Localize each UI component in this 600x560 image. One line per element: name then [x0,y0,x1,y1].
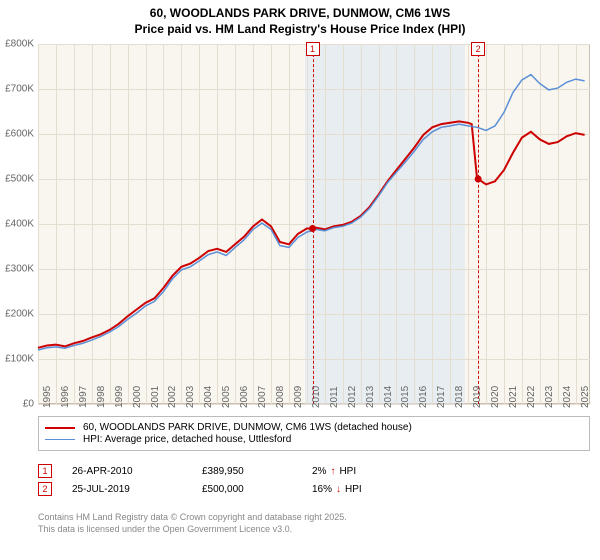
x-tick-label: 2013 [365,386,376,408]
x-tick-label: 2015 [400,386,411,408]
line-series [38,44,590,404]
x-tick-label: 2023 [544,386,555,408]
x-tick-label: 2010 [311,386,322,408]
footer-line-2: This data is licensed under the Open Gov… [38,524,347,536]
x-tick-label: 2004 [203,386,214,408]
chart-title: 60, WOODLANDS PARK DRIVE, DUNMOW, CM6 1W… [0,0,600,37]
x-tick-label: 2019 [472,386,483,408]
legend-label: 60, WOODLANDS PARK DRIVE, DUNMOW, CM6 1W… [83,422,412,433]
x-tick-label: 2018 [454,386,465,408]
x-tick-label: 1997 [78,386,89,408]
x-tick-label: 1999 [114,386,125,408]
title-line-2: Price paid vs. HM Land Registry's House … [0,22,600,38]
y-tick-label: £0 [23,399,34,410]
x-tick-label: 2007 [257,386,268,408]
y-tick-label: £600K [5,129,34,140]
sale-date: 25-JUL-2019 [72,484,182,495]
x-tick-label: 2012 [347,386,358,408]
x-tick-label: 2011 [329,386,340,408]
x-tick-label: 2016 [418,386,429,408]
sale-row: 2 25-JUL-2019 £500,000 16%↓HPI [38,482,590,496]
footer-attribution: Contains HM Land Registry data © Crown c… [38,512,347,535]
x-tick-label: 2002 [167,386,178,408]
legend-item: 60, WOODLANDS PARK DRIVE, DUNMOW, CM6 1W… [45,422,583,433]
series-hpi [38,75,585,350]
x-tick-label: 2001 [150,386,161,408]
chart-container: 60, WOODLANDS PARK DRIVE, DUNMOW, CM6 1W… [0,0,600,560]
sale-row: 1 26-APR-2010 £389,950 2%↑HPI [38,464,590,478]
arrow-down-icon: ↓ [336,484,341,495]
x-tick-label: 2005 [221,386,232,408]
legend-label: HPI: Average price, detached house, Uttl… [83,434,291,445]
title-line-1: 60, WOODLANDS PARK DRIVE, DUNMOW, CM6 1W… [0,6,600,22]
sale-date: 26-APR-2010 [72,466,182,477]
chart-plot-area: 12 £0£100K£200K£300K£400K£500K£600K£700K… [38,44,590,404]
x-tick-label: 2006 [239,386,250,408]
sale-hpi-delta: 2%↑HPI [312,466,356,477]
x-tick-label: 2003 [185,386,196,408]
legend-item: HPI: Average price, detached house, Uttl… [45,434,583,445]
sale-price: £389,950 [202,466,292,477]
x-tick-label: 2014 [383,386,394,408]
sale-price: £500,000 [202,484,292,495]
sale-number-badge: 2 [38,482,52,496]
series-property [38,121,585,347]
sale-number-badge: 1 [38,464,52,478]
arrow-up-icon: ↑ [330,466,335,477]
legend-swatch [45,439,75,441]
x-tick-label: 2017 [436,386,447,408]
x-tick-label: 2025 [580,386,591,408]
x-tick-label: 2021 [508,386,519,408]
x-tick-label: 2009 [293,386,304,408]
sale-events: 1 26-APR-2010 £389,950 2%↑HPI 2 25-JUL-2019 £5… [38,460,590,500]
legend-swatch [45,427,75,429]
x-tick-label: 1998 [96,386,107,408]
y-tick-label: £700K [5,84,34,95]
y-tick-label: £100K [5,354,34,365]
sale-dot [475,176,482,183]
x-tick-label: 2020 [490,386,501,408]
y-tick-label: £300K [5,264,34,275]
y-tick-label: £200K [5,309,34,320]
y-tick-label: £400K [5,219,34,230]
y-tick-label: £800K [5,39,34,50]
x-tick-label: 2024 [562,386,573,408]
sale-hpi-delta: 16%↓HPI [312,484,362,495]
x-tick-label: 1995 [42,386,53,408]
x-tick-label: 2000 [132,386,143,408]
sale-dot [309,225,316,232]
y-tick-label: £500K [5,174,34,185]
x-tick-label: 2022 [526,386,537,408]
footer-line-1: Contains HM Land Registry data © Crown c… [38,512,347,524]
x-tick-label: 2008 [275,386,286,408]
x-tick-label: 1996 [60,386,71,408]
legend: 60, WOODLANDS PARK DRIVE, DUNMOW, CM6 1W… [38,416,590,451]
